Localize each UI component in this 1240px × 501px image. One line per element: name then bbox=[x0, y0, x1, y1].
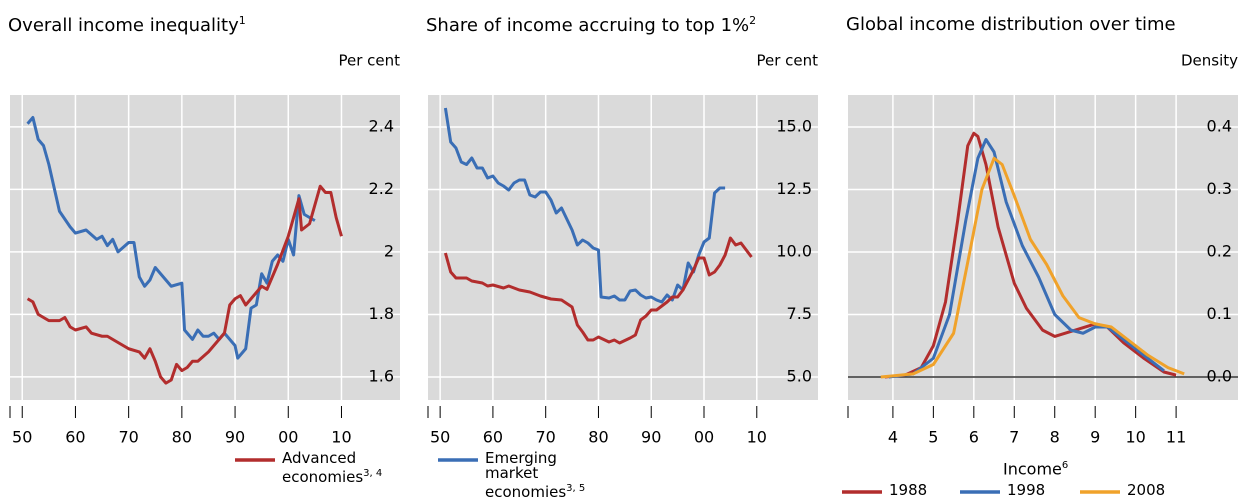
series-line bbox=[443, 107, 726, 304]
x-tick-label: 50 bbox=[430, 428, 450, 447]
y-tick-label: 2 bbox=[384, 241, 394, 260]
x-tick-label: 70 bbox=[536, 428, 556, 447]
legend-text: Emerging market economies bbox=[485, 449, 567, 501]
x-tick-label: 8 bbox=[1050, 428, 1060, 447]
y-tick-label: 0.2 bbox=[1207, 242, 1232, 261]
y-tick-label: 7.5 bbox=[787, 304, 812, 323]
title-footnote: 1 bbox=[238, 14, 246, 27]
y-tick-label: 0.3 bbox=[1207, 179, 1232, 198]
legend-label: 2008 bbox=[1127, 483, 1237, 498]
y-tick-label: 0.4 bbox=[1207, 117, 1232, 136]
x-tick-label: 80 bbox=[588, 428, 608, 447]
legend-text: 1988 bbox=[889, 481, 928, 499]
x-tick-label: 10 bbox=[331, 428, 351, 447]
x-tick-label: 7 bbox=[1009, 428, 1019, 447]
x-tick-label: 00 bbox=[694, 428, 714, 447]
title-text: Overall income inequality bbox=[8, 15, 239, 36]
series-line bbox=[26, 184, 343, 385]
title-footnote: 2 bbox=[749, 14, 757, 27]
x-tick-label: 4 bbox=[888, 428, 898, 447]
legend-text: 1998 bbox=[1007, 481, 1046, 499]
x-tick-label: 90 bbox=[641, 428, 661, 447]
y-tick-label: 1.6 bbox=[369, 366, 394, 385]
x-tick-label: 60 bbox=[483, 428, 503, 447]
series-line bbox=[26, 116, 316, 360]
x-tick-label: 70 bbox=[118, 428, 138, 447]
x-tick-label: 6 bbox=[969, 428, 979, 447]
legend-label: Emerging market economies3, 5 bbox=[485, 451, 595, 500]
y-axis-label: Density bbox=[1181, 52, 1238, 70]
y-tick-label: 12.5 bbox=[776, 179, 812, 198]
x-tick-label: 10 bbox=[747, 428, 767, 447]
x-tick-label: 5 bbox=[928, 428, 938, 447]
series-line bbox=[443, 236, 753, 345]
y-tick-label: 10.0 bbox=[776, 242, 812, 261]
y-tick-label: 1.8 bbox=[369, 304, 394, 323]
y-tick-label: 5.0 bbox=[787, 367, 812, 386]
title-text: Global income distribution over time bbox=[846, 14, 1176, 35]
x-label-text: Income bbox=[1003, 459, 1062, 479]
legend-label: 1998 bbox=[1007, 483, 1117, 498]
y-tick-label: 15.0 bbox=[776, 117, 812, 136]
legend-footnote: 3, 5 bbox=[566, 483, 586, 494]
chart-title: Share of income accruing to top 1%2 bbox=[426, 14, 756, 36]
legend-footnote: 3, 4 bbox=[363, 468, 383, 479]
x-tick-label: 60 bbox=[65, 428, 85, 447]
y-tick-label: 2.4 bbox=[369, 116, 394, 135]
x-tick-label: 11 bbox=[1166, 428, 1186, 447]
chart-title: Global income distribution over time bbox=[846, 14, 1176, 35]
plot-area bbox=[428, 95, 818, 400]
x-axis-label: Income6 bbox=[1003, 458, 1069, 479]
y-axis-label: Per cent bbox=[338, 52, 400, 70]
series-line bbox=[880, 156, 1185, 379]
title-text: Share of income accruing to top 1% bbox=[426, 15, 750, 36]
x-tick-label: 50 bbox=[12, 428, 32, 447]
x-tick-label: 90 bbox=[225, 428, 245, 447]
x-tick-label: 80 bbox=[172, 428, 192, 447]
legend-text: 2008 bbox=[1127, 481, 1166, 499]
x-tick-label: 00 bbox=[278, 428, 298, 447]
x-label-footnote: 6 bbox=[1061, 460, 1069, 471]
plot-area bbox=[848, 95, 1238, 400]
chart-title: Overall income inequality1 bbox=[8, 14, 246, 36]
x-tick-label: 9 bbox=[1090, 428, 1100, 447]
legend-label: 1988 bbox=[889, 483, 999, 498]
y-tick-label: 0.1 bbox=[1207, 304, 1232, 323]
legend-label: Advanced economies3, 4 bbox=[282, 451, 392, 485]
y-axis-label: Per cent bbox=[756, 52, 818, 70]
y-tick-label: 2.2 bbox=[369, 179, 394, 198]
legend-text: Advanced economies bbox=[282, 449, 364, 486]
x-tick-label: 10 bbox=[1125, 428, 1145, 447]
y-tick-label: 0.0 bbox=[1207, 367, 1232, 386]
